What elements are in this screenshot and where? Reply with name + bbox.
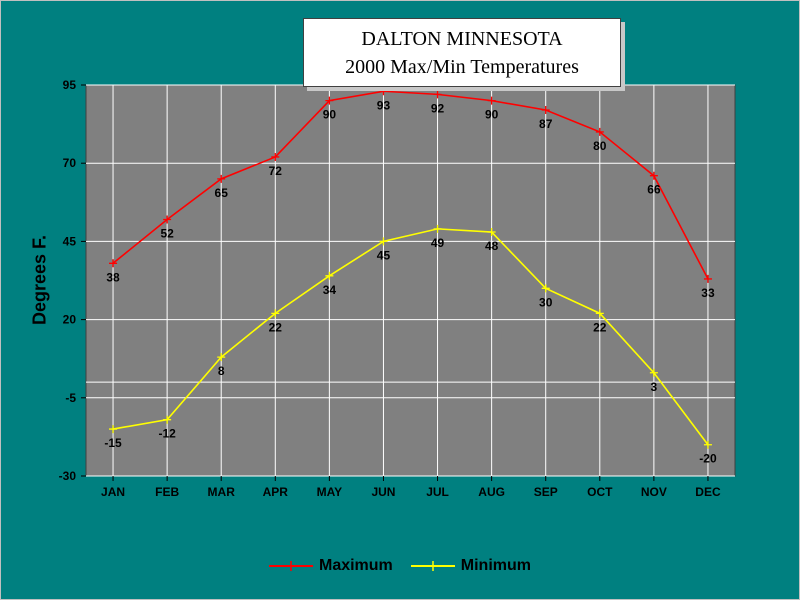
data-label-maximum: 90 (323, 108, 337, 122)
x-tick-label: APR (263, 485, 289, 499)
point-minimum (433, 224, 442, 233)
series-line-minimum (112, 228, 709, 446)
point-minimum (703, 440, 712, 449)
y-tick-label: 20 (63, 313, 77, 327)
legend: Maximum Minimum (0, 557, 800, 575)
y-tick-label: -5 (65, 391, 76, 405)
legend-swatch-minimum (410, 561, 455, 571)
point-minimum (109, 425, 118, 434)
x-tick-label: JUL (426, 485, 449, 499)
point-minimum (487, 228, 496, 237)
point-maximum (703, 274, 712, 283)
point-maximum (379, 87, 388, 96)
chart-title-line-2: 2000 Max/Min Temperatures (345, 55, 579, 78)
point-minimum (595, 309, 604, 318)
legend-swatch-maximum (268, 561, 313, 571)
point-maximum (649, 171, 658, 180)
x-tick-label: OCT (587, 485, 613, 499)
x-tick-label: JUN (371, 485, 395, 499)
data-label-minimum: 34 (323, 283, 337, 297)
point-maximum (109, 259, 118, 268)
data-label-minimum: 3 (651, 380, 658, 394)
data-label-minimum: -12 (158, 427, 176, 441)
series-line-maximum (112, 90, 709, 280)
data-label-maximum: 52 (160, 227, 174, 241)
chart-title-box: DALTON MINNESOTA 2000 Max/Min Temperatur… (303, 18, 621, 87)
y-tick-label: 70 (63, 156, 77, 170)
data-label-maximum: 93 (377, 98, 391, 112)
point-maximum (541, 106, 550, 115)
point-maximum (433, 90, 442, 99)
x-tick-label: AUG (478, 485, 505, 499)
data-label-maximum: 87 (539, 117, 553, 131)
point-maximum (325, 96, 334, 105)
point-minimum (379, 237, 388, 246)
y-tick-label: -30 (59, 469, 77, 483)
chart-title-line-1: DALTON MINNESOTA (361, 27, 563, 50)
x-tick-label: JAN (101, 485, 125, 499)
point-maximum (163, 215, 172, 224)
x-tick-label: MAR (208, 485, 236, 499)
legend-item-maximum: Maximum (268, 557, 393, 575)
data-label-maximum: 38 (106, 270, 120, 284)
data-label-maximum: 80 (593, 139, 607, 153)
y-axis-label: Degrees F. (29, 234, 50, 326)
point-minimum (325, 271, 334, 280)
data-series (109, 87, 712, 449)
x-tick-label: MAY (317, 485, 343, 499)
x-tick-label: NOV (641, 485, 667, 499)
point-minimum (649, 368, 658, 377)
data-label-minimum: -15 (104, 436, 122, 450)
point-maximum (217, 174, 226, 183)
data-label-minimum: -20 (699, 452, 717, 466)
data-label-minimum: 8 (218, 364, 225, 378)
point-minimum (271, 309, 280, 318)
plot-area (85, 84, 736, 477)
point-maximum (487, 96, 496, 105)
x-tick-label: SEP (534, 485, 558, 499)
point-minimum (163, 415, 172, 424)
data-label-minimum: 30 (539, 295, 553, 309)
data-label-minimum: 49 (431, 236, 445, 250)
data-label-minimum: 22 (269, 320, 283, 334)
data-label-minimum: 48 (485, 239, 499, 253)
data-label-minimum: 22 (593, 320, 607, 334)
x-tick-label: FEB (155, 485, 179, 499)
point-maximum (595, 127, 604, 136)
data-label-maximum: 66 (647, 183, 661, 197)
data-label-maximum: 65 (215, 186, 229, 200)
data-label-maximum: 90 (485, 108, 499, 122)
data-label-maximum: 72 (269, 164, 283, 178)
data-labels: 38 52 65 72 90 93 92 90 87 80 66 33 -15 -12 8 22 34 45 49 4… (104, 98, 717, 465)
axis-labels: -30 -5 20 45 70 95 JAN FEB MAR APR MAY JUN JUL AUG SEP… (59, 78, 721, 499)
y-tick-label: 95 (63, 78, 77, 92)
data-label-maximum: 92 (431, 101, 445, 115)
legend-label-minimum: Minimum (460, 557, 531, 574)
data-label-minimum: 45 (377, 248, 391, 262)
legend-item-minimum: Minimum (410, 557, 531, 575)
point-minimum (541, 284, 550, 293)
point-minimum (217, 353, 226, 362)
legend-label-maximum: Maximum (318, 557, 393, 574)
y-tick-label: 45 (63, 234, 77, 248)
x-tick-label: DEC (695, 485, 721, 499)
data-label-maximum: 33 (701, 286, 715, 300)
point-maximum (271, 152, 280, 161)
